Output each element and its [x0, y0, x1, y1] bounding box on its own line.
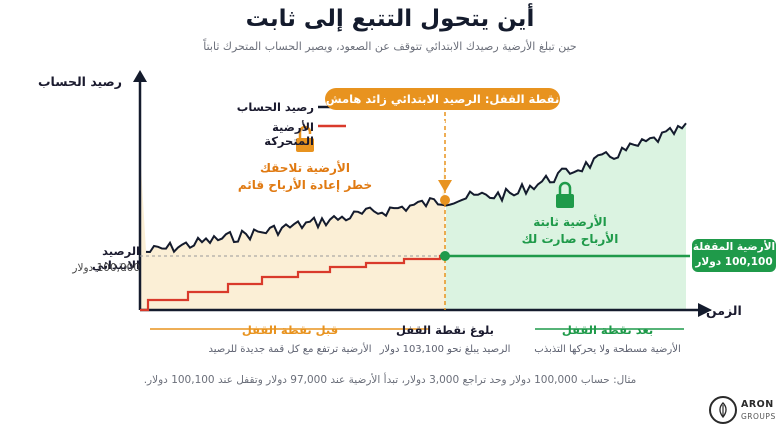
post-lock-zone: [445, 123, 686, 310]
locked-floor-box: الأرضية المقفلة 100,100 دولار: [692, 239, 776, 272]
phase-after-title: بعد نقطة القفل: [561, 323, 654, 337]
fixed-note-line1: الأرضية ثابتة: [533, 215, 607, 229]
fixed-note-line2: الأرباح صارت لك: [521, 232, 619, 246]
page-subtitle: حين تبلغ الأرضية رصيدك الابتدائي تتوقف ع…: [203, 40, 577, 53]
locked-floor-label: الأرضية المقفلة: [692, 241, 776, 253]
brand-subname: GROUPS: [741, 412, 776, 421]
locked-padlock-icon: [556, 194, 574, 208]
page-title: أين يتحول التتبع إلى ثابت: [245, 6, 535, 32]
x-axis-arrow-icon: [698, 303, 712, 317]
unlocked-padlock-shackle: [298, 125, 312, 138]
x-axis-label: الزمن: [706, 303, 742, 318]
phase-before-title: قبل نقطة القفل: [241, 323, 339, 337]
unlocked-padlock-icon: [296, 138, 314, 152]
phase-lock-title: بلوغ نقطة القفل: [396, 323, 494, 337]
locked-padlock-shackle: [558, 181, 572, 194]
brand-logo-icon: [709, 396, 737, 424]
trailing-note-line1: الأرضية تلاحقك: [260, 161, 350, 175]
lock-point-marker: [440, 195, 450, 205]
initial-balance-value: 100,000 دولار: [72, 262, 140, 274]
y-axis-label: رصيد الحساب: [38, 74, 122, 89]
phase-before-desc: الأرضية ترتفع مع كل قمة جديدة للرصيد: [208, 344, 372, 355]
lock-point-callout: نقطة القفل: الرصيد الابتدائي زائد هامش ص…: [325, 88, 560, 128]
brand-name: ARON: [741, 399, 774, 410]
example-note: مثال: حساب 100,000 دولار وحد تراجع 3,000…: [143, 374, 637, 386]
pre-zone-mask: [140, 150, 445, 252]
locked-floor-value: 100,100 دولار: [695, 256, 773, 268]
y-axis-arrow-icon: [133, 70, 147, 82]
phase-lock-desc: الرصيد يبلغ نحو 103,100 دولار: [379, 344, 511, 355]
legend-balance-label: رصيد الحساب: [236, 100, 314, 114]
balance-line: [145, 122, 687, 254]
phase-after-desc: الأرضية مسطحة ولا يحركها التذبذب: [534, 344, 681, 355]
lock-arrow-icon: [438, 180, 452, 192]
floor-lock-marker: [440, 251, 450, 261]
trailing-floor-line: [140, 254, 445, 312]
initial-balance-label: الرصيد الابتدائي: [91, 244, 140, 272]
legend-floor-label: الأرضية المتحركة: [264, 120, 314, 148]
trailing-note-line2: خطر إعادة الأرباح قائم: [237, 178, 373, 192]
